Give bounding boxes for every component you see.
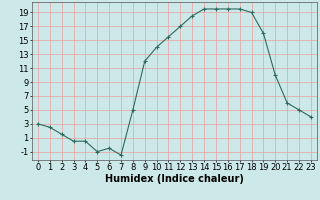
X-axis label: Humidex (Indice chaleur): Humidex (Indice chaleur): [105, 174, 244, 184]
